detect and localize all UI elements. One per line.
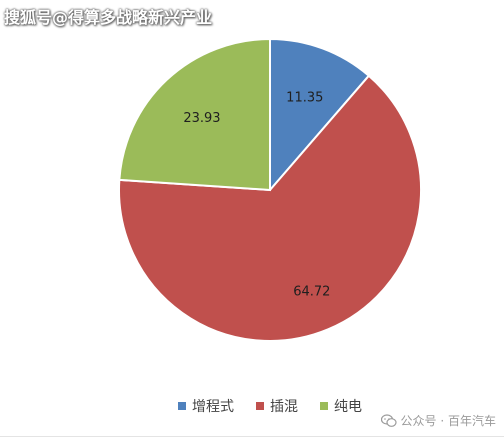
legend-swatch-plug-in-hybrid	[256, 402, 264, 410]
watermark-bottom-text: 公众号 · 百年汽车	[400, 414, 496, 428]
watermark-top: 搜狐号@得算多战略新兴产业	[4, 8, 213, 27]
sheet-gridline	[0, 436, 504, 441]
legend-label-plug-in-hybrid: 插混	[270, 399, 298, 415]
pie-slice-battery-electric	[118, 37, 271, 192]
legend-label-range-extender: 增程式	[192, 399, 234, 415]
legend-swatch-battery-electric	[320, 402, 328, 410]
data-label-range-extender: 11.35	[286, 91, 323, 106]
pie-slice-range-extender	[269, 37, 371, 193]
watermark-bottom: 公众号 · 百年汽车	[380, 412, 496, 429]
pie-slices	[118, 37, 422, 342]
data-label-battery-electric: 23.93	[183, 111, 220, 126]
pie-slice-labels: 11.35 64.72 23.93	[183, 91, 330, 300]
data-label-plug-in-hybrid: 64.72	[293, 284, 330, 299]
legend: 增程式 插混 纯电	[178, 399, 362, 415]
legend-swatch-range-extender	[178, 402, 186, 410]
wechat-icon	[380, 413, 397, 427]
legend-label-battery-electric: 纯电	[334, 399, 362, 415]
pie-slice-plug-in-hybrid	[118, 74, 422, 342]
